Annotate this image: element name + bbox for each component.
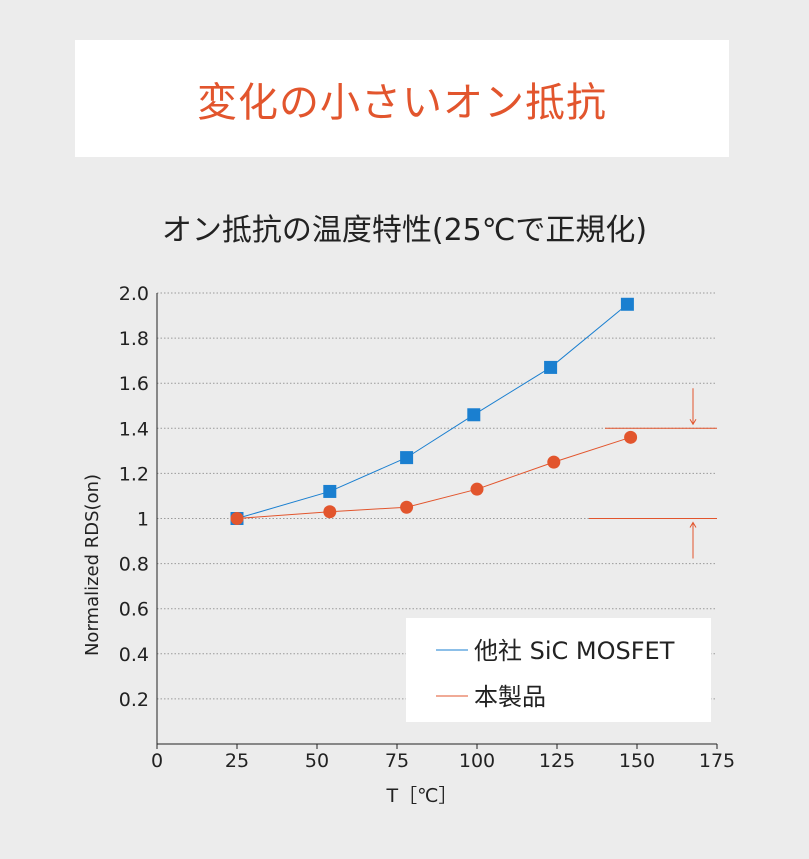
series [230,297,638,525]
data-point-circle [323,505,337,519]
data-point-circle [400,500,414,514]
x-tick-label: 150 [619,750,655,772]
title-banner: 変化の小さいオン抵抗 [75,40,729,157]
y-tick-label: 0.8 [119,554,149,576]
data-point-circle [547,455,561,469]
y-axis-label: Normalized RDS(on) [82,474,103,656]
series-line-1 [236,436,631,519]
y-tick-label: 1.4 [119,418,149,440]
axes: 2.0 1.8 1.6 1.4 1.2 1 0.8 0.6 0.4 0.2 0 25 50 75 100 12… [119,283,735,772]
chart-title: オン抵抗の温度特性(25℃で正規化) [161,213,648,248]
x-tick-label: 100 [459,750,495,772]
reference-markers [589,388,717,559]
y-tick-label: 1.6 [119,373,149,395]
legend-label-1: 本製品 [474,683,546,711]
x-tick-label: 125 [539,750,575,772]
data-point-circle [470,482,484,496]
y-tick-label: 1.2 [119,463,149,485]
data-point-square [323,484,337,498]
data-point-square [400,451,414,465]
x-tick-label: 25 [225,750,249,772]
x-tick-label: 50 [305,750,329,772]
data-point-square [467,408,481,422]
page-title: 変化の小さいオン抵抗 [197,79,607,126]
y-tick-label: 0.6 [119,599,149,621]
legend-box [406,618,711,722]
y-tick-label: 2.0 [119,283,149,305]
arrow-down-head [689,419,697,426]
legend: 他社 SiC MOSFET 本製品 [406,618,711,722]
legend-label-0: 他社 SiC MOSFET [474,637,675,665]
x-tick-label: 175 [699,750,735,772]
y-tick-label: 1 [137,509,149,531]
arrow-up-head [689,521,697,528]
data-point-square [620,297,634,311]
y-tick-label: 0.2 [119,689,149,711]
x-axis-label: T［℃］ [386,785,458,807]
series-line-0 [236,303,628,519]
y-tick-label: 0.4 [119,644,149,666]
data-point-circle [624,430,638,444]
data-point-square [544,360,558,374]
x-tick-label: 75 [385,750,409,772]
data-point-circle [230,512,244,525]
x-tick-label: 0 [151,750,163,772]
y-tick-label: 1.8 [119,328,149,350]
